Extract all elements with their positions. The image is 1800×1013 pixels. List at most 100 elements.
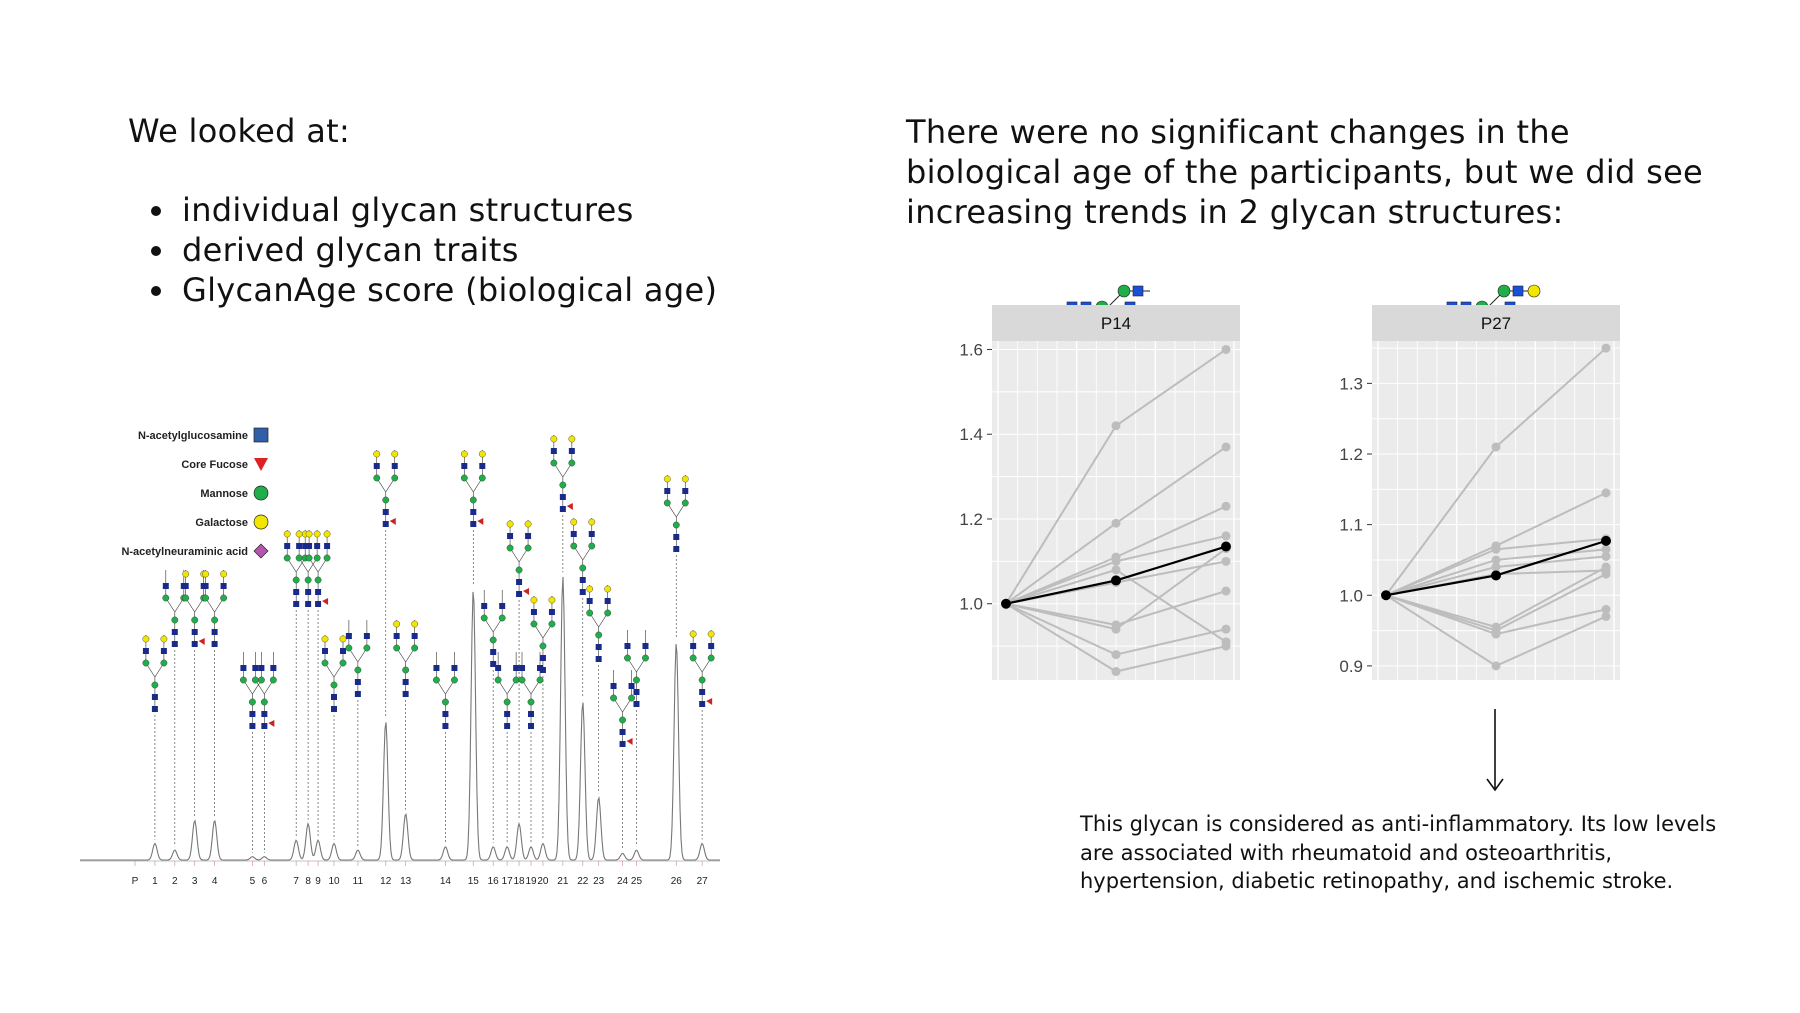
mean-point (1491, 570, 1501, 581)
legend-label: N-acetylglucosamine (138, 430, 248, 442)
participant-point (1601, 488, 1611, 498)
peak-glycan-icon (586, 585, 612, 662)
peak-glycan-icon (240, 652, 265, 729)
bullet-list: individual glycan structures derived gly… (150, 190, 717, 310)
participant-point (1111, 667, 1121, 677)
peak-label: 7 (293, 876, 299, 887)
peak-label: 18 (514, 876, 526, 887)
peak-glycan-icon (393, 620, 419, 697)
peak-label: 27 (697, 876, 709, 887)
peak-glycan-icon (506, 520, 532, 597)
peak-glycan-icon (530, 596, 556, 673)
y-tick-label: 1.4 (959, 425, 983, 444)
peak-glycan-icon (182, 570, 208, 647)
peak-label: 11 (353, 876, 364, 887)
peak-glycan-icon (142, 635, 168, 712)
peak-label: 4 (212, 876, 218, 887)
peak-label: P (132, 876, 139, 887)
peak-label: 21 (557, 876, 569, 887)
peak-label: 9 (315, 876, 321, 887)
participant-point (1111, 565, 1121, 575)
y-tick-label: 1.2 (959, 510, 983, 529)
legend-diamond-icon (253, 543, 269, 559)
peak-glycan-icon (202, 570, 228, 647)
peak-glycan-icon (550, 435, 576, 512)
facet-strip (992, 305, 1240, 341)
peak-label: 1 (152, 876, 158, 887)
chromatogram-line (80, 576, 720, 861)
peak-glycan-icon (295, 530, 321, 607)
peak-glycan-icon (610, 670, 635, 747)
peak-label: 19 (525, 876, 537, 887)
peak-glycan-icon (373, 450, 399, 527)
peak-label: 25 (631, 876, 643, 887)
peak-label: 3 (192, 876, 198, 887)
peak-label: 14 (440, 876, 452, 887)
participant-point (1491, 562, 1501, 572)
peak-label: 12 (380, 876, 392, 887)
left-heading: We looked at: (128, 112, 351, 150)
y-tick-label: 1.6 (959, 340, 983, 359)
peak-glycan-icon (570, 518, 596, 595)
participant-point (1111, 556, 1121, 566)
mean-point (1221, 541, 1231, 552)
participant-point (1491, 629, 1501, 639)
peak-glycan-icon (689, 630, 715, 707)
peak-label: 10 (328, 876, 340, 887)
legend-circle-icon (253, 514, 269, 530)
participant-point (1111, 650, 1121, 660)
y-tick-label: 1.0 (1339, 586, 1363, 605)
participant-point (1221, 637, 1231, 647)
glycan-legend: N-acetylglucosamine Core Fucose Mannose Gal… (121, 427, 269, 559)
participant-point (1491, 555, 1501, 565)
legend-square-icon (253, 427, 269, 443)
peak-label: 22 (577, 876, 589, 887)
peak-label: 15 (468, 876, 480, 887)
mean-point (1381, 590, 1391, 601)
y-tick-label: 1.2 (1339, 445, 1363, 464)
y-tick-label: 1.1 (1339, 516, 1363, 535)
bullet-item: GlycanAge score (biological age) (178, 270, 717, 310)
peak-glycan-icon (162, 570, 188, 647)
peak-glycan-icon (433, 652, 458, 729)
participant-point (1221, 501, 1231, 511)
peak-label: 8 (305, 876, 311, 887)
legend-label: Core Fucose (181, 459, 248, 471)
mean-point (1001, 598, 1011, 609)
peak-glycan-icon (283, 530, 309, 607)
participant-point (1601, 566, 1611, 576)
peak-glycan-icon (663, 475, 689, 552)
down-arrow (1486, 709, 1504, 792)
participant-point (1601, 343, 1611, 353)
peak-label: 23 (593, 876, 605, 887)
peak-label: 20 (537, 876, 549, 887)
peak-label: 24 (617, 876, 629, 887)
mean-point (1111, 575, 1121, 586)
participant-point (1221, 442, 1231, 452)
bullet-item: derived glycan traits (178, 230, 717, 270)
facet-plot-p27: P27 0.9 1.0 1.1 1.2 1.3 (1339, 284, 1620, 680)
peak-glycan-icon (624, 630, 649, 707)
peak-glycan-icon (518, 652, 544, 729)
peak-glycan-icon (460, 450, 486, 527)
chromatogram-figure: N-acetylglucosamine Core Fucose Mannose Gal… (80, 427, 720, 887)
participant-point (1491, 544, 1501, 554)
peak-label: 6 (262, 876, 268, 887)
peak-glycan-icon (480, 590, 506, 667)
participant-point (1111, 518, 1121, 528)
legend-label: Mannose (200, 488, 248, 500)
peak-glycan-icon (305, 530, 331, 607)
facet-title: P14 (1101, 314, 1131, 333)
participant-point (1491, 442, 1501, 452)
participant-point (1601, 551, 1611, 561)
peak-label: 5 (250, 876, 256, 887)
peak-glycan-structures (142, 435, 715, 747)
participant-point (1221, 586, 1231, 596)
participant-point (1221, 624, 1231, 634)
y-tick-label: 0.9 (1339, 657, 1363, 676)
participant-point (1111, 421, 1121, 431)
legend-label: N-acetylneuraminic acid (121, 546, 248, 558)
y-tick-label: 1.0 (959, 595, 983, 614)
participant-point (1601, 604, 1611, 614)
peak-label: 2 (172, 876, 178, 887)
